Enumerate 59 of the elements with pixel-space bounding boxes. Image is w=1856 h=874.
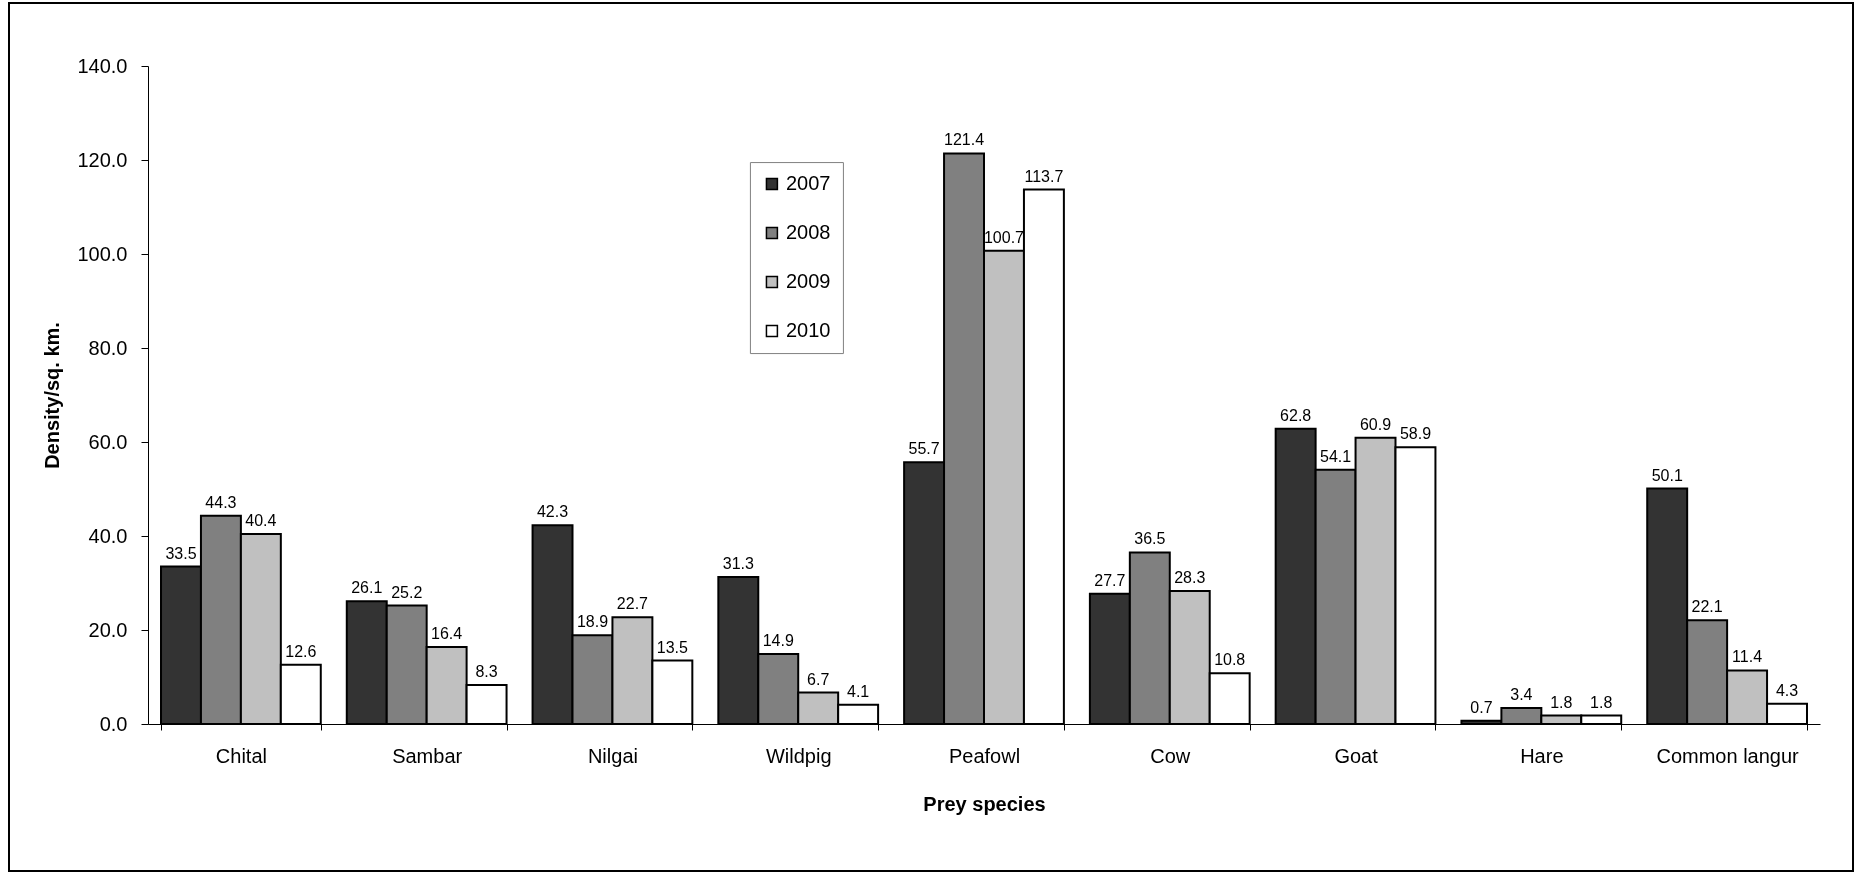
data-label: 11.4 xyxy=(1732,648,1763,666)
x-tick-label: Sambar xyxy=(392,744,463,767)
data-label: 6.7 xyxy=(807,670,830,688)
y-tick-label: 60.0 xyxy=(88,430,128,453)
x-tick-label: Hare xyxy=(1520,744,1564,767)
data-label: 14.9 xyxy=(762,631,794,649)
data-label: 33.5 xyxy=(165,544,197,562)
data-label: 4.3 xyxy=(1775,681,1799,699)
y-tick-label: 0.0 xyxy=(99,712,128,735)
legend-label: 2010 xyxy=(785,319,831,342)
data-label: 54.1 xyxy=(1320,447,1352,465)
data-label: 25.2 xyxy=(391,583,423,601)
y-axis-title: Density/sq. km. xyxy=(41,322,64,469)
x-tick-label: Wildpig xyxy=(765,744,832,767)
data-label: 0.7 xyxy=(1470,698,1493,716)
data-label: 100.7 xyxy=(983,228,1025,246)
y-tick-label: 20.0 xyxy=(88,618,128,641)
legend-label: 2009 xyxy=(785,270,831,293)
data-label: 12.6 xyxy=(285,642,317,660)
data-label: 27.7 xyxy=(1094,571,1126,589)
data-label: 22.1 xyxy=(1691,598,1723,616)
data-label: 1.8 xyxy=(1590,693,1613,711)
data-label: 10.8 xyxy=(1214,651,1246,669)
x-tick-label: Nilgai xyxy=(587,744,638,767)
y-tick-label: 40.0 xyxy=(88,524,128,547)
data-label: 3.4 xyxy=(1510,686,1533,704)
data-label: 26.1 xyxy=(351,579,383,597)
x-axis-title: Prey species xyxy=(923,792,1046,815)
data-label: 55.7 xyxy=(908,440,940,458)
data-label: 1.8 xyxy=(1550,693,1573,711)
data-label: 16.4 xyxy=(431,624,463,642)
y-tick-label: 140.0 xyxy=(77,54,128,77)
data-label: 22.7 xyxy=(616,595,649,613)
x-tick-label: Chital xyxy=(215,744,267,767)
data-label: 60.9 xyxy=(1359,415,1392,433)
data-label: 8.3 xyxy=(475,662,498,680)
x-tick-label: Peafowl xyxy=(948,744,1021,767)
data-label: 58.9 xyxy=(1399,425,1432,443)
data-label: 28.3 xyxy=(1174,568,1206,586)
data-label: 62.8 xyxy=(1280,406,1312,424)
x-tick-label: Cow xyxy=(1150,744,1191,767)
data-label: 18.9 xyxy=(576,613,609,631)
data-label: 121.4 xyxy=(944,131,985,149)
x-tick-label: Common langur xyxy=(1656,744,1800,767)
data-label: 42.3 xyxy=(536,503,569,521)
y-tick-label: 120.0 xyxy=(77,148,128,171)
data-label: 50.1 xyxy=(1651,466,1683,484)
y-tick-label: 80.0 xyxy=(88,336,128,359)
data-label: 44.3 xyxy=(205,493,237,511)
y-tick-label: 100.0 xyxy=(77,242,128,265)
x-tick-label: Goat xyxy=(1334,744,1379,767)
data-label: 40.4 xyxy=(245,512,277,530)
data-label: 4.1 xyxy=(847,682,870,700)
data-label: 31.3 xyxy=(722,554,754,572)
data-label: 36.5 xyxy=(1134,530,1166,548)
legend-label: 2008 xyxy=(785,221,831,244)
data-label: 113.7 xyxy=(1024,167,1064,185)
legend-label: 2007 xyxy=(785,172,831,195)
data-label: 13.5 xyxy=(656,638,689,656)
